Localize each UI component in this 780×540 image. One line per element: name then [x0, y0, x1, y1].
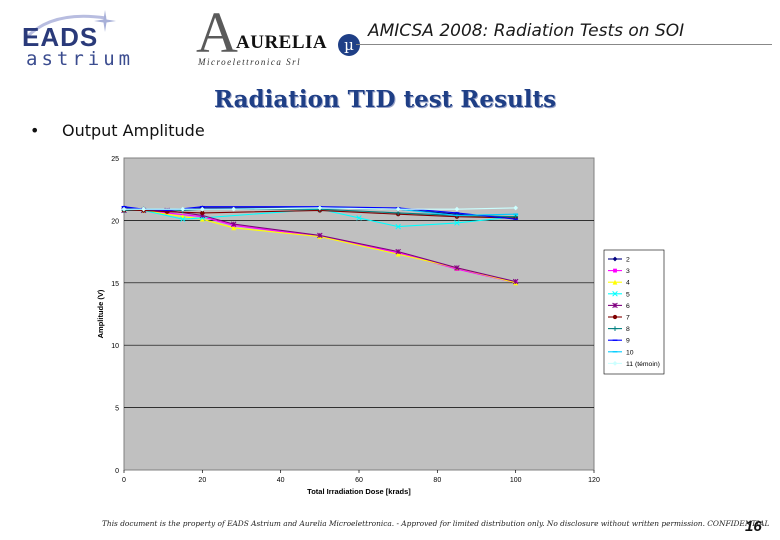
- data-point: [180, 206, 186, 212]
- x-tick-label: 60: [355, 477, 363, 484]
- eads-astrium-logo: EADS astrium: [22, 8, 197, 70]
- data-point: [612, 302, 618, 309]
- y-tick-label: 0: [115, 468, 119, 475]
- x-axis-title: Total Irradiation Dose [krads]: [307, 487, 411, 496]
- legend-label: 5: [626, 291, 630, 298]
- data-point: [121, 206, 127, 212]
- chart-gridlines: [124, 220, 594, 408]
- eads-star-icon: [94, 10, 116, 32]
- data-point: [231, 225, 237, 231]
- legend-label: 8: [626, 326, 630, 333]
- legend-label: 10: [626, 349, 634, 356]
- data-point: [317, 232, 323, 239]
- aurelia-logo-letter: A: [196, 0, 238, 65]
- header-divider: [356, 44, 772, 45]
- page-number: 16: [745, 518, 762, 535]
- y-tick-label: 5: [115, 406, 119, 413]
- data-point: [513, 214, 519, 220]
- data-point: [395, 206, 401, 212]
- data-point: [454, 220, 460, 226]
- bullet-marker: •: [30, 121, 40, 140]
- x-tick-label: 100: [510, 477, 522, 484]
- legend-label: 2: [626, 257, 630, 264]
- data-point: [612, 291, 618, 297]
- chart-legend: 2 3 4 5 6 7 8 9 10 11 (témoin): [603, 249, 665, 375]
- aurelia-logo: A AURELIA Microelettronica Srl µ: [196, 4, 361, 68]
- legend-label: 3: [626, 268, 630, 275]
- y-tick-label: 20: [111, 218, 119, 225]
- chart-series-group: [121, 205, 519, 286]
- eads-wordmark: EADS: [22, 22, 99, 52]
- legend-label: 7: [626, 315, 630, 322]
- legend-label: 9: [626, 338, 630, 345]
- plot-background: [123, 157, 595, 471]
- legend-box: [603, 249, 665, 375]
- y-axis-title: Amplitude (V): [96, 289, 105, 338]
- chart-axes: 0 5 10 15 20 25 0 20 40 60 80 100 120 Total Irradiati…: [96, 156, 600, 496]
- astrium-wordmark: astrium: [26, 48, 135, 70]
- x-tick-label: 120: [588, 477, 600, 484]
- aurelia-subtitle: Microelettronica Srl: [198, 57, 302, 67]
- slide-title: Radiation TID test Results: [213, 86, 557, 113]
- data-point: [356, 215, 362, 221]
- bullet-text: Output Amplitude: [62, 121, 205, 140]
- y-tick-label: 10: [111, 343, 119, 350]
- data-point: [612, 326, 618, 331]
- x-tick-label: 0: [122, 477, 126, 484]
- y-tick-label: 15: [111, 281, 119, 288]
- x-tick-label: 20: [198, 477, 206, 484]
- data-point: [231, 206, 237, 212]
- data-point: [395, 248, 401, 255]
- data-point: [454, 265, 460, 271]
- data-point: [613, 268, 617, 273]
- conference-title: AMICSA 2008: Radiation Tests on SOI: [368, 21, 685, 41]
- legend-label: 6: [626, 303, 630, 310]
- legend-label: 11 (témoin): [626, 361, 660, 368]
- data-point: [199, 206, 205, 212]
- data-point: [454, 206, 460, 212]
- chart-plot-area: [123, 157, 595, 471]
- data-point: [612, 361, 618, 366]
- aurelia-mu-icon: µ: [338, 34, 360, 56]
- data-point: [317, 205, 323, 211]
- eads-swoosh-graphic: [24, 14, 107, 40]
- y-tick-label: 25: [111, 156, 119, 163]
- x-tick-label: 80: [433, 477, 441, 484]
- data-point: [200, 210, 205, 216]
- data-point: [230, 221, 237, 227]
- aurelia-wordmark: AURELIA: [236, 32, 328, 53]
- data-point: [513, 205, 519, 211]
- data-point: [612, 314, 618, 320]
- data-point: [395, 223, 401, 230]
- data-point: [179, 216, 186, 222]
- data-point: [512, 278, 519, 285]
- legend-label: 4: [626, 280, 630, 287]
- data-point: [612, 279, 618, 285]
- series-line: [124, 209, 516, 219]
- confidentiality-note: This document is the property of EADS As…: [102, 519, 770, 528]
- data-point: [395, 251, 401, 257]
- x-tick-label: 40: [277, 477, 285, 484]
- data-point: [199, 216, 205, 222]
